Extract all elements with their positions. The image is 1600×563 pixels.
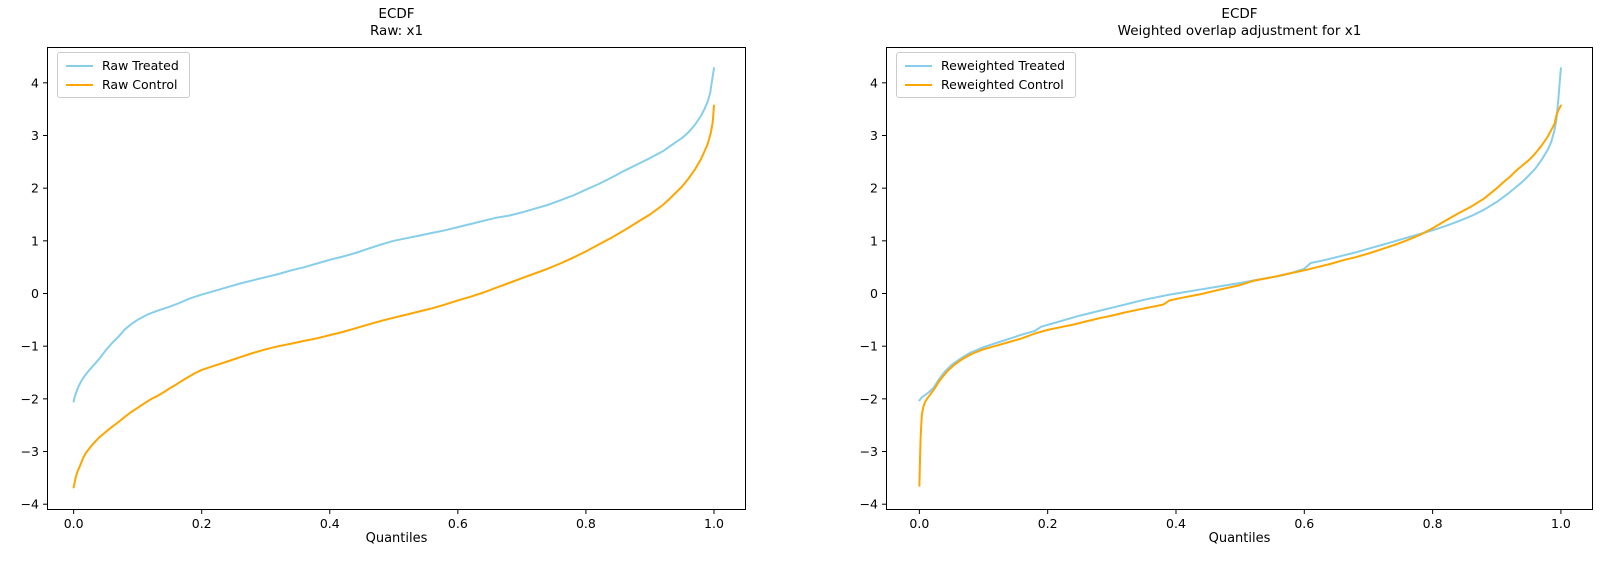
right-y-tick-label: −3 [860,444,878,459]
raw-control-legend-label: Raw Control [102,77,178,92]
left-plot-subtitle: Raw: x1 [369,23,424,39]
right-x-tick-label: 0.2 [1038,516,1058,531]
reweighted-control-swatch-icon [905,83,932,86]
left-x-tick-label: 0.0 [64,516,84,531]
right-plot-legend: Reweighted Treated Reweighted Control [896,52,1077,98]
legend-row-raw-treated: Raw Treated [66,58,179,73]
right-plot-title-line: ECDF [1221,6,1258,22]
legend-row-raw-control: Raw Control [66,77,179,92]
right-plot-subtitle: Weighted overlap adjustment for x1 [1117,23,1362,39]
right-y-tick-label: 2 [870,181,878,196]
right-plot-title: ECDF Weighted overlap adjustment for x1 [1118,6,1362,40]
right-y-tick-label: −2 [860,391,878,406]
right-y-tick-label: 4 [870,75,878,90]
left-y-tick-label: −2 [21,391,39,406]
right-plot-xlabel: Quantiles [1208,531,1271,546]
right-plot-area: 0.0 0.2 0.4 0.6 0.8 1.0 −4 −3 −2 −1 0 1 2 3 4 [860,47,1593,531]
legend-row-reweighted-control: Reweighted Control [905,77,1065,92]
right-y-tick-label: −1 [860,339,878,354]
left-y-tick-label: 3 [31,128,39,143]
left-y-tick-label: 1 [31,233,39,248]
right-x-tick-label: 1.0 [1551,516,1571,531]
left-y-tick-label: 4 [31,75,39,90]
left-x-tick-label: 0.6 [448,516,468,531]
left-plot-area: 0.0 0.2 0.4 0.6 0.8 1.0 −4 −3 −2 −1 0 1 2 3 4 [21,47,746,531]
left-y-tick-label: −4 [21,497,39,512]
left-x-tick-label: 0.4 [320,516,340,531]
right-x-tick-label: 0.8 [1423,516,1443,531]
left-plot-legend: Raw Treated Raw Control [57,52,190,98]
raw-treated-line [72,67,715,403]
raw-control-line [72,104,715,489]
reweighted-control-line [918,104,1562,487]
left-y-tick-label: −1 [21,339,39,354]
left-plot-title: ECDF Raw: x1 [370,6,423,40]
right-x-tick-label: 0.4 [1166,516,1186,531]
right-y-tick-label: 1 [870,233,878,248]
left-plot-title-line: ECDF [378,6,415,22]
left-x-tick-label: 1.0 [704,516,724,531]
right-y-tick-label: 3 [870,128,878,143]
raw-treated-legend-label: Raw Treated [102,58,179,73]
left-x-tick-label: 0.8 [576,516,596,531]
raw-treated-swatch-icon [66,64,93,67]
right-y-tick-label: −4 [860,497,878,512]
left-y-tick-label: 0 [31,286,39,301]
reweighted-control-legend-label: Reweighted Control [941,77,1064,92]
right-y-tick-label: 0 [870,286,878,301]
reweighted-treated-swatch-icon [905,64,932,67]
left-axes-frame [47,47,746,510]
right-x-tick-label: 0.0 [909,516,929,531]
raw-control-swatch-icon [66,83,93,86]
left-y-tick-label: −3 [21,444,39,459]
right-x-tick-label: 0.6 [1294,516,1314,531]
left-plot-xlabel: Quantiles [365,531,428,546]
right-axes-frame [886,47,1593,510]
reweighted-treated-line [918,67,1562,402]
legend-row-reweighted-treated: Reweighted Treated [905,58,1065,73]
left-x-tick-label: 0.2 [192,516,212,531]
reweighted-treated-legend-label: Reweighted Treated [941,58,1066,73]
left-y-tick-label: 2 [31,181,39,196]
